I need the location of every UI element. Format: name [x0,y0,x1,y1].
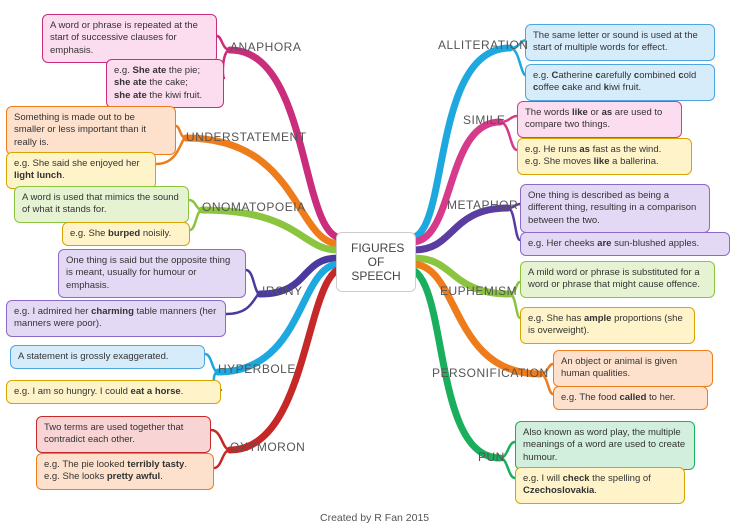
note-personification-1: e.g. The food called to her. [553,386,708,410]
note-hyperbole-0: A statement is grossly exaggerated. [10,345,205,369]
label-alliteration: ALLITERATION [438,38,528,52]
label-personification: PERSONIFICATION [432,366,549,380]
note-simile-1: e.g. He runs as fast as the wind.e.g. Sh… [517,138,692,175]
note-pun-0: Also known as word play, the multiple me… [515,421,695,470]
note-simile-0: The words like or as are used to compare… [517,101,682,138]
note-oxymoron-0: Two terms are used together that contrad… [36,416,211,453]
note-metaphor-1: e.g. Her cheeks are sun-blushed apples. [520,232,730,256]
subbranch-irony [246,270,260,294]
footer-credit: Created by R Fan 2015 [320,512,429,524]
center-line2: OF SPEECH [351,255,401,283]
note-oxymoron-1: e.g. The pie looked terribly tasty.e.g. … [36,453,214,490]
center-topic: FIGURES OF SPEECH [336,232,416,292]
note-understatement-1: e.g. She said she enjoyed her light lunc… [6,152,156,189]
label-euphemism: EUPHEMISM [440,284,517,298]
label-anaphora: ANAPHORA [230,40,301,54]
note-onomatopoeia-0: A word is used that mimics the sound of … [14,186,189,223]
label-oxymoron: OXYMORON [230,440,305,454]
note-irony-1: e.g. I admired her charming table manner… [6,300,226,337]
subbranch-oxymoron [211,430,230,450]
label-understatement: UNDERSTATEMENT [186,130,307,144]
note-alliteration-0: The same letter or sound is used at the … [525,24,715,61]
note-anaphora-0: A word or phrase is repeated at the star… [42,14,217,63]
subbranch-understatement [176,126,186,138]
label-onomatopoeia: ONOMATOPOEIA [202,200,306,214]
label-hyperbole: HYPERBOLE [218,362,296,376]
note-alliteration-1: e.g. Catherine carefully combined cold c… [525,64,715,101]
note-anaphora-1: e.g. She ate the pie;she ate the cake;sh… [106,59,224,108]
subbranch-hyperbole [205,354,218,372]
note-understatement-0: Something is made out to be smaller or l… [6,106,176,155]
subbranch-onomatopoeia [189,200,202,210]
branch-understatement [186,138,340,244]
note-euphemism-0: A mild word or phrase is substituted for… [520,261,715,298]
center-line1: FIGURES [351,241,401,255]
label-irony: IRONY [262,284,303,298]
note-metaphor-0: One thing is described as being a differ… [520,184,710,233]
label-simile: SIMILE [463,113,505,127]
subbranch-metaphor [508,208,520,240]
note-hyperbole-1: e.g. I am so hungry. I could eat a horse… [6,380,221,404]
note-pun-1: e.g. I will check the spelling of Czecho… [515,467,685,504]
note-irony-0: One thing is said but the opposite thing… [58,249,246,298]
note-onomatopoeia-1: e.g. She burped noisily. [62,222,190,246]
label-pun: PUN [478,450,505,464]
note-personification-0: An object or animal is given human quali… [553,350,713,387]
label-metaphor: METAPHOR [447,198,518,212]
note-euphemism-1: e.g. She has ample proportions (she is o… [520,307,695,344]
subbranch-oxymoron [214,450,230,468]
